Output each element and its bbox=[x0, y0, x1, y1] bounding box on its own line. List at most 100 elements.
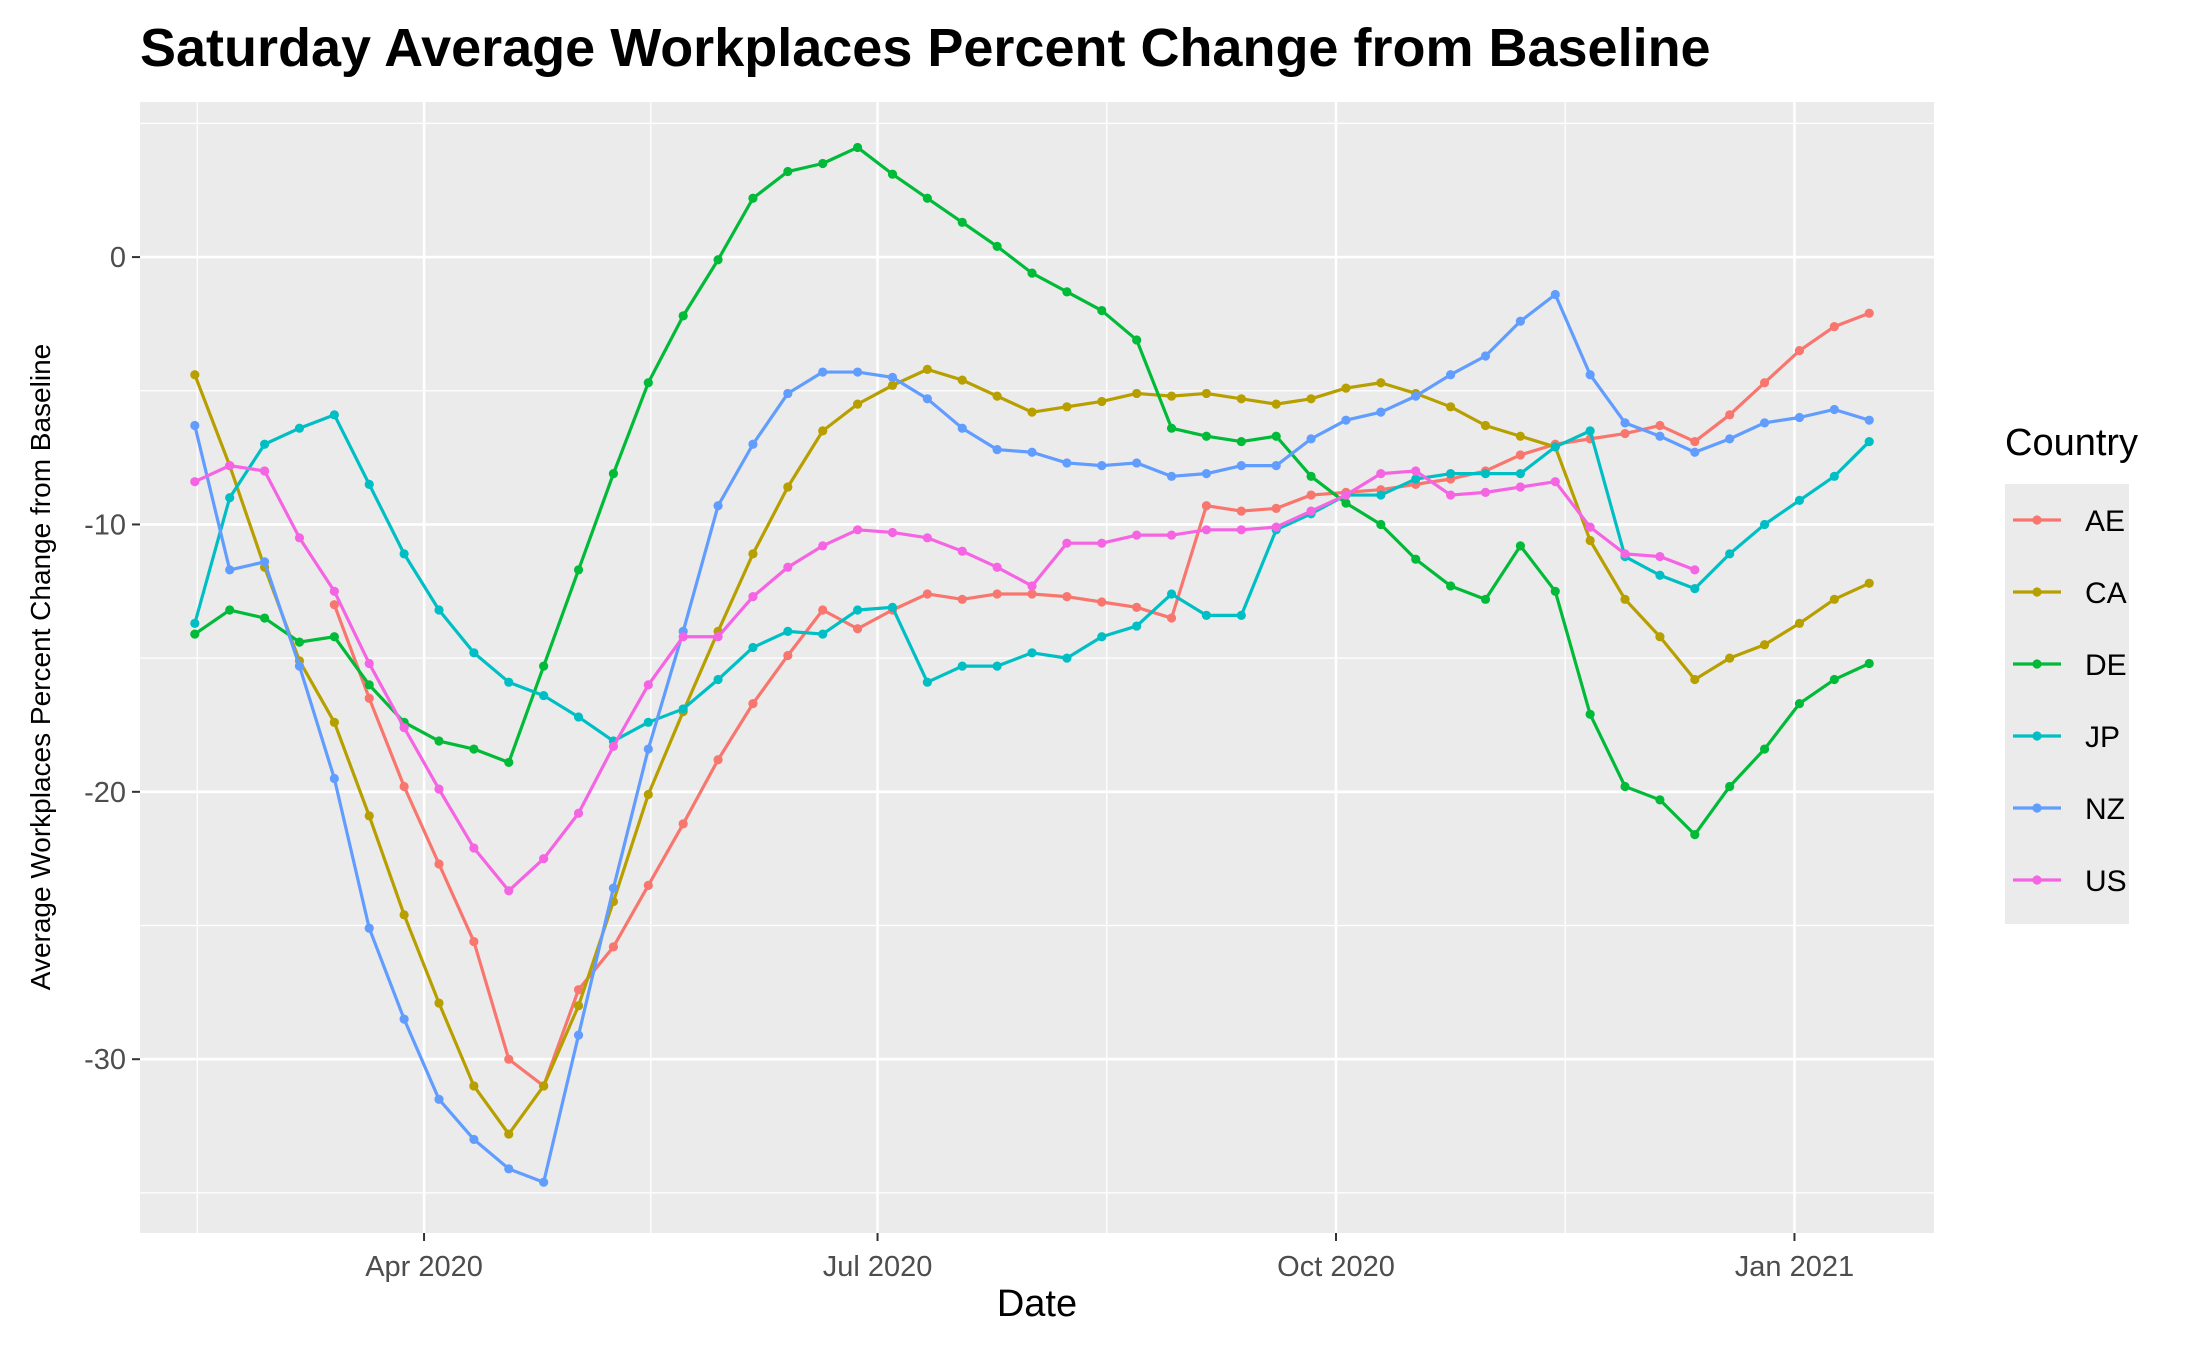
data-point-ae bbox=[1306, 490, 1316, 500]
data-point-de bbox=[469, 744, 479, 754]
data-point-ca bbox=[783, 482, 793, 492]
data-point-ca bbox=[364, 811, 374, 821]
data-point-de bbox=[748, 193, 758, 203]
data-point-ae bbox=[713, 755, 723, 765]
data-point-de bbox=[539, 661, 549, 671]
data-point-nz bbox=[608, 883, 619, 893]
data-point-de bbox=[1829, 674, 1839, 685]
data-point-us bbox=[434, 784, 444, 794]
data-point-ae bbox=[1201, 501, 1212, 511]
data-point-de bbox=[1132, 335, 1142, 345]
data-point-nz bbox=[1864, 415, 1874, 425]
data-point-nz bbox=[329, 773, 339, 784]
data-point-us bbox=[1341, 490, 1351, 500]
data-point-nz bbox=[1725, 434, 1735, 444]
data-point-us bbox=[1655, 551, 1665, 562]
data-point-jp bbox=[818, 629, 828, 639]
chart-title: Saturday Average Workplaces Percent Chan… bbox=[140, 18, 1711, 78]
legend-key-point-ca bbox=[2032, 587, 2042, 597]
data-point-us bbox=[504, 886, 514, 896]
data-point-ca bbox=[1829, 594, 1839, 604]
data-point-ae bbox=[1062, 592, 1072, 602]
data-point-nz bbox=[1027, 447, 1037, 457]
data-point-de bbox=[1271, 431, 1281, 441]
data-point-ae bbox=[1759, 378, 1770, 388]
data-point-nz bbox=[853, 367, 863, 377]
data-point-ca bbox=[992, 391, 1002, 401]
data-point-jp bbox=[643, 717, 653, 727]
data-point-ca bbox=[1201, 388, 1212, 399]
data-point-de bbox=[364, 680, 374, 690]
data-point-us bbox=[1236, 525, 1246, 535]
data-point-ca bbox=[1620, 594, 1630, 604]
data-point-ca bbox=[1864, 578, 1874, 588]
data-point-de bbox=[190, 629, 200, 639]
data-point-ae bbox=[364, 693, 374, 703]
data-point-us bbox=[748, 592, 758, 602]
data-point-nz bbox=[434, 1094, 444, 1104]
data-point-ca bbox=[1480, 420, 1491, 431]
x-tick-label: Jan 2021 bbox=[1735, 1251, 1854, 1283]
data-point-de bbox=[1306, 471, 1316, 481]
data-point-de bbox=[608, 469, 619, 479]
data-point-nz bbox=[1585, 370, 1595, 380]
legend: Country AE CA DE JP NZ US bbox=[2005, 422, 2138, 924]
data-point-us bbox=[1097, 538, 1107, 548]
data-point-nz bbox=[1829, 404, 1839, 415]
data-point-ca bbox=[1306, 394, 1316, 404]
data-point-ca bbox=[748, 549, 758, 559]
data-point-jp bbox=[1097, 632, 1107, 642]
data-point-ca bbox=[1341, 383, 1351, 393]
data-point-ca bbox=[1794, 618, 1805, 628]
data-point-ae bbox=[434, 859, 444, 869]
series-de bbox=[190, 142, 1874, 840]
data-point-jp bbox=[1759, 519, 1770, 530]
data-point-ca bbox=[329, 717, 339, 727]
data-point-de bbox=[1201, 431, 1212, 441]
data-point-nz bbox=[573, 1030, 584, 1040]
y-axis: -30 -20 -10 0 bbox=[84, 242, 140, 1076]
data-point-ae bbox=[1515, 450, 1525, 460]
data-point-jp bbox=[1690, 584, 1700, 594]
data-point-nz bbox=[1759, 418, 1770, 428]
data-point-ae bbox=[1725, 410, 1735, 420]
data-point-ae bbox=[1655, 420, 1665, 431]
data-point-ca bbox=[957, 375, 967, 385]
data-point-nz bbox=[1097, 461, 1107, 471]
data-point-us bbox=[922, 533, 932, 543]
data-point-us bbox=[1201, 525, 1212, 535]
y-tick-label: -20 bbox=[84, 777, 126, 809]
data-point-us bbox=[190, 477, 200, 487]
data-point-us bbox=[608, 741, 619, 751]
data-point-de bbox=[783, 166, 793, 177]
data-point-nz bbox=[1341, 415, 1351, 425]
data-point-nz bbox=[1690, 447, 1700, 457]
data-point-jp bbox=[1515, 469, 1525, 479]
data-point-ca bbox=[539, 1081, 549, 1091]
data-point-jp bbox=[1166, 589, 1177, 599]
data-point-ca bbox=[818, 426, 828, 436]
data-point-nz bbox=[539, 1177, 549, 1187]
data-point-us bbox=[1062, 538, 1072, 548]
data-point-us bbox=[713, 632, 723, 642]
data-point-ca bbox=[1585, 535, 1595, 546]
data-point-jp bbox=[1201, 610, 1212, 620]
data-point-jp bbox=[1132, 621, 1142, 631]
data-point-de bbox=[1376, 519, 1386, 530]
data-point-ae bbox=[818, 605, 828, 615]
data-point-us bbox=[1132, 530, 1142, 540]
data-point-us bbox=[643, 680, 653, 690]
data-point-us bbox=[783, 562, 793, 572]
data-point-us bbox=[399, 723, 409, 733]
data-point-nz bbox=[922, 394, 932, 404]
y-tick-label: -10 bbox=[84, 509, 126, 541]
data-point-jp bbox=[434, 605, 444, 615]
data-point-jp bbox=[922, 677, 932, 687]
data-point-ae bbox=[399, 781, 409, 792]
legend-key-point-ae bbox=[2032, 515, 2042, 525]
data-point-ca bbox=[643, 789, 653, 800]
data-point-us bbox=[1690, 565, 1700, 575]
legend-items: AE CA DE JP NZ US bbox=[2013, 505, 2127, 898]
data-point-ca bbox=[1236, 394, 1246, 404]
